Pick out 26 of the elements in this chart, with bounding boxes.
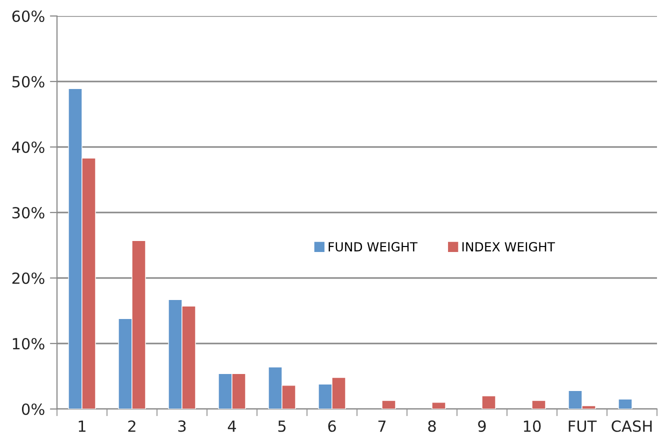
x-tick-label: 9: [478, 420, 486, 432]
x-tick-label: 10: [524, 420, 541, 432]
x-tick-label: 7: [378, 420, 386, 432]
bar: [618, 398, 632, 409]
y-tick-label: 40%: [12, 141, 44, 154]
y-tick-label: 50%: [12, 76, 44, 88]
y-tick-label: 30%: [12, 206, 44, 219]
y-tick-label: 20%: [12, 272, 44, 284]
x-tick-label: 4: [228, 420, 236, 432]
legend-label: INDEX WEIGHT: [462, 242, 556, 252]
x-tick-label: CASH: [612, 420, 652, 432]
bar: [482, 396, 496, 409]
y-tick-label: 60%: [12, 10, 44, 22]
x-tick-label: 2: [128, 420, 136, 432]
x-tick-label: 5: [278, 420, 286, 432]
y-tick-label: 0%: [22, 403, 44, 416]
legend-label: FUND WEIGHT: [328, 242, 418, 252]
bar: [432, 402, 446, 409]
bar: [532, 400, 546, 409]
x-tick-label: 8: [428, 420, 436, 432]
x-tick-label: 6: [328, 420, 336, 432]
x-tick-label: 3: [178, 420, 186, 432]
bar: [382, 400, 396, 409]
y-tick-label: 10%: [12, 338, 44, 350]
x-tick-label: FUT: [568, 420, 597, 432]
x-tick-label: 1: [78, 420, 86, 432]
